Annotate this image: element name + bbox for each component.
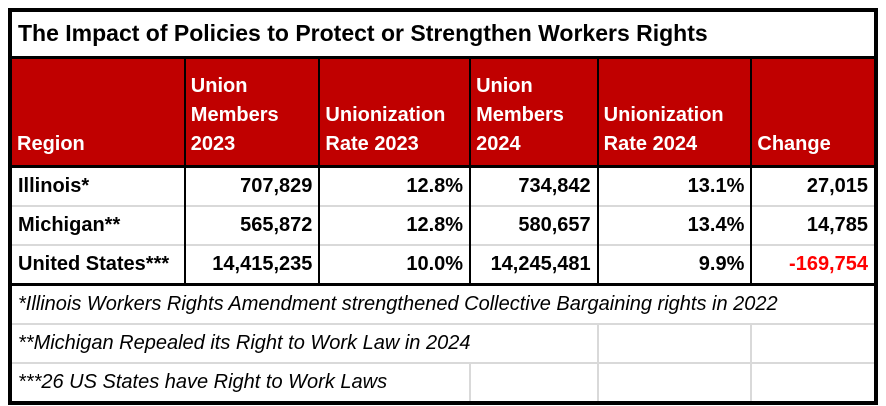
footnote-michigan: **Michigan Repealed its Right to Work La… xyxy=(10,323,598,363)
footnote-right-to-work: ***26 US States have Right to Work Laws xyxy=(10,362,471,403)
column-header-change: Change xyxy=(750,57,876,168)
table-row-illinois: Illinois* 707,829 12.8% 734,842 13.1% 27… xyxy=(10,166,876,206)
empty-cell xyxy=(469,362,598,403)
workers-rights-table: The Impact of Policies to Protect or Str… xyxy=(8,8,878,405)
cell-union-members-2024-michigan: 580,657 xyxy=(469,205,598,245)
workers-rights-table-sheet: The Impact of Policies to Protect or Str… xyxy=(8,8,878,405)
column-header-unionization-rate-2023: Unionization Rate 2023 xyxy=(318,57,471,168)
cell-unionization-rate-2023-michigan: 12.8% xyxy=(318,205,471,245)
column-header-union-members-2024: Union Members 2024 xyxy=(469,57,598,168)
cell-region-illinois: Illinois* xyxy=(10,166,185,206)
cell-union-members-2023-illinois: 707,829 xyxy=(183,166,320,206)
empty-cell xyxy=(596,323,752,363)
cell-union-members-2024-united-states: 14,245,481 xyxy=(469,244,598,286)
cell-unionization-rate-2024-united-states: 9.9% xyxy=(596,244,752,286)
footnote-illinois: *Illinois Workers Rights Amendment stren… xyxy=(10,284,876,324)
footnote-row-2: **Michigan Repealed its Right to Work La… xyxy=(10,323,876,363)
cell-unionization-rate-2024-michigan: 13.4% xyxy=(596,205,752,245)
cell-union-members-2023-michigan: 565,872 xyxy=(183,205,320,245)
footnote-row-3: ***26 US States have Right to Work Laws xyxy=(10,362,876,403)
empty-cell xyxy=(750,323,876,363)
table-row-united-states: United States*** 14,415,235 10.0% 14,245… xyxy=(10,244,876,286)
cell-region-michigan: Michigan** xyxy=(10,205,185,245)
cell-unionization-rate-2023-illinois: 12.8% xyxy=(318,166,471,206)
column-header-region: Region xyxy=(10,57,185,168)
table-title: The Impact of Policies to Protect or Str… xyxy=(10,10,876,59)
cell-union-members-2023-united-states: 14,415,235 xyxy=(183,244,320,286)
cell-change-michigan: 14,785 xyxy=(750,205,876,245)
cell-union-members-2024-illinois: 734,842 xyxy=(469,166,598,206)
table-row-michigan: Michigan** 565,872 12.8% 580,657 13.4% 1… xyxy=(10,205,876,245)
column-header-union-members-2023: Union Members 2023 xyxy=(183,57,320,168)
footnote-row-1: *Illinois Workers Rights Amendment stren… xyxy=(10,284,876,324)
cell-unionization-rate-2023-united-states: 10.0% xyxy=(318,244,471,286)
cell-change-illinois: 27,015 xyxy=(750,166,876,206)
cell-unionization-rate-2024-illinois: 13.1% xyxy=(596,166,752,206)
title-row: The Impact of Policies to Protect or Str… xyxy=(10,10,876,59)
empty-cell xyxy=(750,362,876,403)
cell-region-united-states: United States*** xyxy=(10,244,185,286)
cell-change-united-states: -169,754 xyxy=(750,244,876,286)
header-row: Region Union Members 2023 Unionization R… xyxy=(10,57,876,168)
column-header-unionization-rate-2024: Unionization Rate 2024 xyxy=(596,57,752,168)
empty-cell xyxy=(596,362,752,403)
